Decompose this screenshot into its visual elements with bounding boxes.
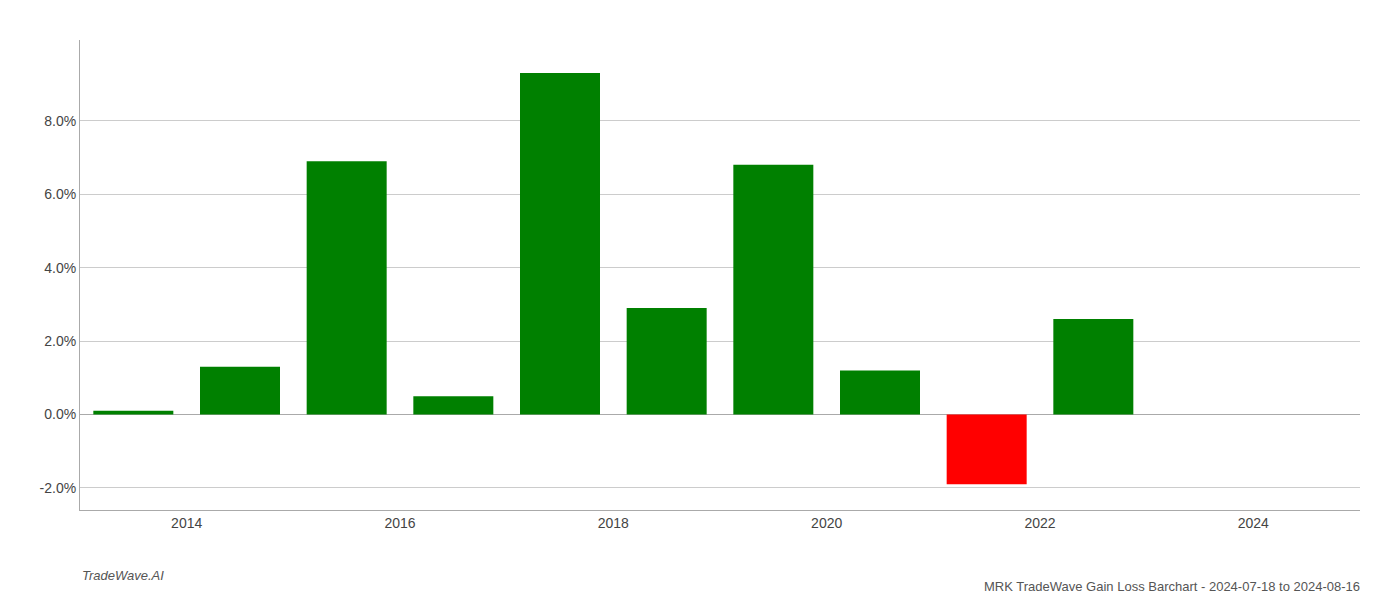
svg-text:0.0%: 0.0%: [44, 406, 76, 422]
svg-text:6.0%: 6.0%: [44, 186, 76, 202]
svg-text:2020: 2020: [811, 515, 842, 531]
svg-text:TradeWave.AI: TradeWave.AI: [82, 568, 164, 583]
svg-text:2.0%: 2.0%: [44, 333, 76, 349]
svg-text:-2.0%: -2.0%: [40, 480, 77, 496]
svg-text:2024: 2024: [1238, 515, 1269, 531]
svg-text:2022: 2022: [1024, 515, 1055, 531]
svg-text:2014: 2014: [171, 515, 202, 531]
svg-text:2016: 2016: [384, 515, 415, 531]
svg-text:8.0%: 8.0%: [44, 113, 76, 129]
svg-text:2018: 2018: [598, 515, 629, 531]
svg-text:MRK TradeWave Gain Loss Barcha: MRK TradeWave Gain Loss Barchart - 2024-…: [984, 579, 1360, 594]
svg-text:4.0%: 4.0%: [44, 260, 76, 276]
